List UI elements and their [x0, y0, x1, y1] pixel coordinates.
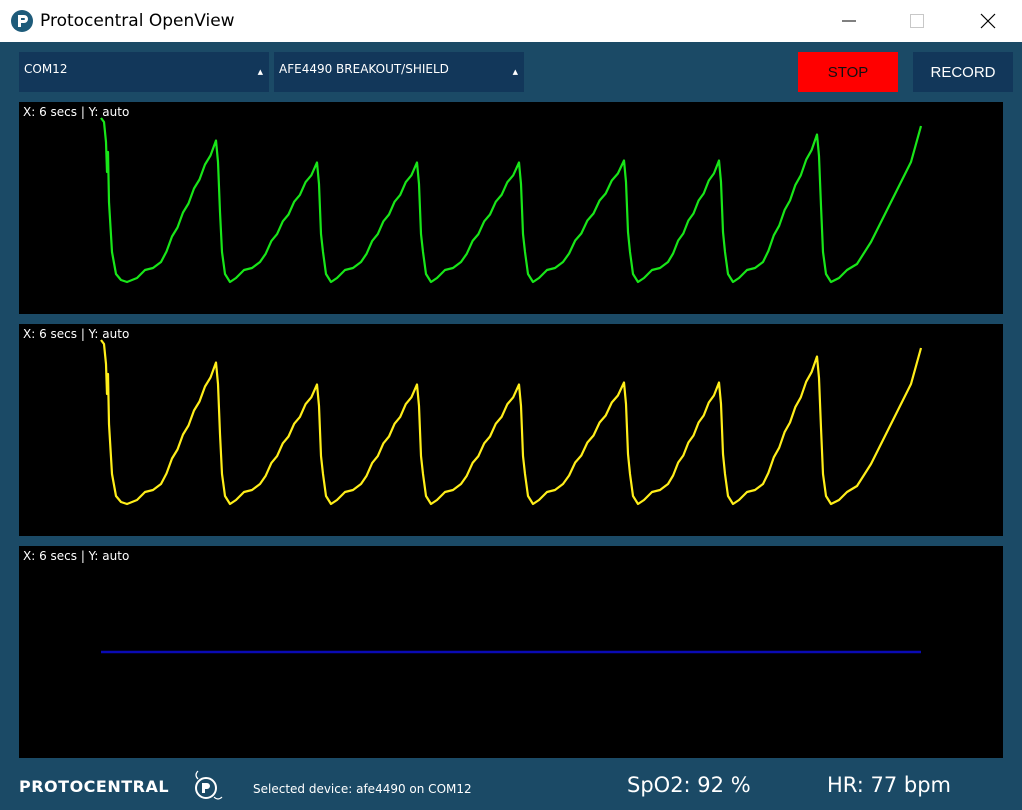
plot-canvas: [100, 339, 923, 506]
ir-waveform: [100, 117, 923, 284]
heart-rate-readout: HR: 77 bpm: [827, 773, 952, 797]
title-bar: Protocentral OpenView: [0, 0, 1022, 42]
plot-canvas: [100, 117, 923, 284]
maximize-button[interactable]: [894, 0, 940, 42]
stop-button[interactable]: STOP: [798, 52, 898, 92]
dropdown-arrow-icon: ▲: [512, 68, 518, 76]
minimize-button[interactable]: [826, 0, 872, 42]
record-button[interactable]: RECORD: [913, 52, 1013, 92]
maximize-icon: [910, 14, 924, 28]
window-title: Protocentral OpenView: [40, 11, 235, 31]
plot-scale-label: X: 6 secs | Y: auto: [23, 105, 130, 119]
plot-scale-label: X: 6 secs | Y: auto: [23, 549, 130, 563]
close-button[interactable]: [965, 0, 1011, 42]
logo-text: PROTOCENTRAL: [19, 777, 170, 796]
red-waveform: [100, 339, 923, 506]
board-select-value: AFE4490 BREAKOUT/SHIELD: [279, 62, 449, 76]
protocentral-app-icon: [11, 10, 33, 32]
third-channel-plot: X: 6 secs | Y: auto: [19, 546, 1003, 758]
ppg-ir-plot: X: 6 secs | Y: auto: [19, 102, 1003, 314]
ppg-red-plot: X: 6 secs | Y: auto: [19, 324, 1003, 536]
plot-canvas: [101, 650, 921, 654]
protocentral-logo: PROTOCENTRAL: [19, 769, 224, 803]
minimize-icon: [842, 20, 856, 22]
dropdown-arrow-icon: ▲: [257, 68, 263, 76]
board-select[interactable]: AFE4490 BREAKOUT/SHIELD ▲: [274, 52, 524, 92]
port-select-value: COM12: [24, 62, 68, 76]
port-select[interactable]: COM12 ▲: [19, 52, 269, 92]
status-text: Selected device: afe4490 on COM12: [253, 782, 472, 796]
spo2-readout: SpO2: 92 %: [627, 773, 751, 797]
close-icon: [980, 13, 996, 29]
plot-scale-label: X: 6 secs | Y: auto: [23, 327, 130, 341]
logo-mark-icon: [195, 770, 223, 800]
